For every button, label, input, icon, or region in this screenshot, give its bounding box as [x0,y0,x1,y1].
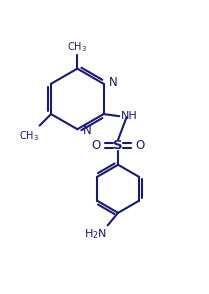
Text: N: N [83,124,91,137]
Text: O: O [92,139,101,153]
Text: N: N [109,76,117,89]
Text: O: O [135,139,145,153]
Text: NH: NH [121,111,138,121]
Text: CH$_3$: CH$_3$ [67,40,87,54]
Text: CH$_3$: CH$_3$ [19,129,38,143]
Text: H$_2$N: H$_2$N [84,228,107,241]
Text: S: S [113,139,123,153]
